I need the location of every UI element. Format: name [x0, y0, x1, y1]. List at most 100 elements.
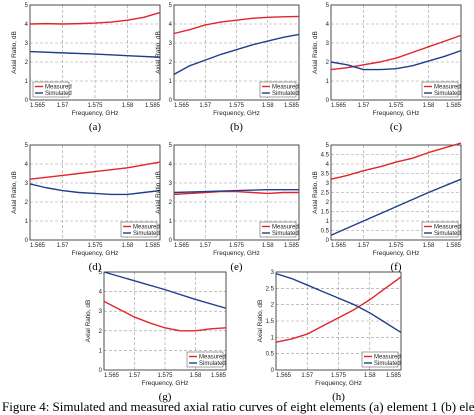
x-axis-label: Frequency, GHz	[213, 250, 260, 257]
x-tick-label: 1.57	[199, 243, 211, 249]
x-tick-label: 1.585	[284, 103, 300, 109]
x-tick-label: 1.575	[229, 243, 245, 249]
legend-entry-measured: Measured	[434, 85, 461, 91]
x-axis-label: Frequency, GHz	[72, 250, 119, 257]
y-tick-label: 5	[169, 3, 173, 9]
x-tick-label: 1.57	[301, 373, 313, 379]
series-line-simulated	[330, 49, 462, 71]
y-tick-label: 5	[169, 143, 173, 149]
panel-label: (c)	[390, 121, 403, 133]
y-tick-label: 2	[326, 200, 330, 206]
x-axis-label: Frequency, GHz	[213, 110, 260, 117]
y-tick-label: 0	[169, 98, 173, 104]
chart-panel-3: 1.565 1.57 1.575 1.58 1.585 0 1 2 3 4 5 Frequency, …	[312, 3, 462, 133]
x-tick-label: 1.585	[145, 103, 161, 109]
panel-label: (g)	[159, 391, 172, 403]
y-tick-label: 3	[169, 181, 173, 187]
x-tick-label: 1.565	[174, 243, 190, 249]
panel-label: (f)	[391, 261, 402, 273]
series-line-simulated	[275, 272, 402, 334]
series-line-simulated	[173, 33, 300, 75]
y-tick-label: 3	[169, 41, 173, 47]
panel-label: (e)	[230, 261, 243, 273]
y-tick-label: 1	[99, 348, 103, 354]
x-tick-label: 1.58	[122, 243, 134, 249]
series-line-simulated	[29, 183, 161, 196]
plot-frame	[103, 271, 227, 371]
y-tick-label: 0	[326, 98, 330, 104]
y-tick-label: 5	[99, 270, 103, 276]
x-tick-label: 1.565	[276, 373, 292, 379]
x-tick-label: 1.575	[388, 103, 404, 109]
x-tick-label: 1.585	[145, 243, 161, 249]
y-tick-label: 2	[271, 303, 275, 309]
y-tick-label: 3	[271, 270, 275, 276]
x-tick-label: 1.585	[284, 243, 300, 249]
legend-entry-simulated: Simulated	[272, 91, 299, 97]
y-tick-label: 5	[25, 3, 29, 9]
legend-entry-measured: Measured	[272, 85, 299, 91]
y-axis-label: Axial Ratio, dB	[312, 171, 319, 214]
x-tick-label: 1.585	[211, 373, 227, 379]
y-tick-label: 2	[25, 60, 29, 66]
y-tick-label: 1	[169, 219, 173, 225]
plot-frame	[173, 4, 300, 101]
series-line-simulated	[330, 178, 462, 236]
y-tick-label: 2	[25, 200, 29, 206]
y-tick-label: 0	[271, 368, 275, 374]
chart-panel-6: 1.565 1.57 1.575 1.58 1.585 0 0.5 1 1.5 2 2.5 3 3.5 4…	[312, 142, 462, 273]
x-tick-label: 1.57	[129, 373, 141, 379]
y-tick-label: 4	[25, 162, 29, 168]
y-tick-label: 1	[25, 79, 29, 85]
y-tick-label: 0.5	[266, 352, 275, 358]
x-axis-label: Frequency, GHz	[373, 250, 420, 257]
x-tick-label: 1.575	[87, 243, 103, 249]
x-tick-label: 1.565	[331, 243, 347, 249]
panel-label: (b)	[230, 121, 243, 133]
series-line-measured	[103, 300, 227, 332]
x-tick-label: 1.57	[57, 243, 69, 249]
plot-frame	[29, 144, 161, 241]
x-tick-label: 1.58	[423, 243, 435, 249]
chart-panel-4: 1.565 1.57 1.575 1.58 1.585 0 1 2 3 4 5 Frequency, …	[11, 143, 161, 273]
x-tick-label: 1.585	[446, 103, 462, 109]
x-tick-label: 1.57	[199, 103, 211, 109]
y-tick-label: 1	[271, 335, 275, 341]
y-tick-label: 0	[99, 368, 103, 374]
plot-frame	[330, 144, 462, 241]
y-tick-label: 5	[326, 3, 330, 9]
x-tick-label: 1.575	[87, 103, 103, 109]
y-tick-label: 1	[169, 79, 173, 85]
legend-entry-simulated: Simulated	[434, 91, 461, 97]
x-axis-label: Frequency, GHz	[373, 110, 420, 117]
y-axis-label: Axial Ratio, dB	[85, 300, 92, 343]
x-axis-label: Frequency, GHz	[72, 110, 119, 117]
x-tick-label: 1.57	[57, 103, 69, 109]
y-tick-label: 5	[326, 143, 330, 149]
x-tick-label: 1.58	[122, 103, 134, 109]
y-tick-label: 0.5	[321, 229, 330, 235]
y-tick-label: 4	[326, 22, 330, 28]
y-tick-label: 2	[326, 60, 330, 66]
y-tick-label: 3	[99, 309, 103, 315]
legend-entry-measured: Measured	[199, 355, 226, 361]
y-axis-label: Axial Ratio, dB	[312, 31, 319, 74]
x-tick-label: 1.58	[364, 373, 376, 379]
x-tick-label: 1.57	[358, 103, 370, 109]
x-tick-label: 1.585	[386, 373, 402, 379]
plot-frame	[29, 4, 161, 101]
y-tick-label: 3	[326, 181, 330, 187]
series-line-measured	[29, 11, 161, 25]
series-line-measured	[29, 161, 161, 180]
legend-entry-simulated: Simulated	[374, 361, 401, 367]
panel-label: (h)	[332, 391, 345, 403]
y-tick-label: 5	[25, 143, 29, 149]
chart-panel-2: 1.565 1.57 1.575 1.58 1.585 0 1 2 3 4 5 Frequency, …	[155, 3, 300, 133]
